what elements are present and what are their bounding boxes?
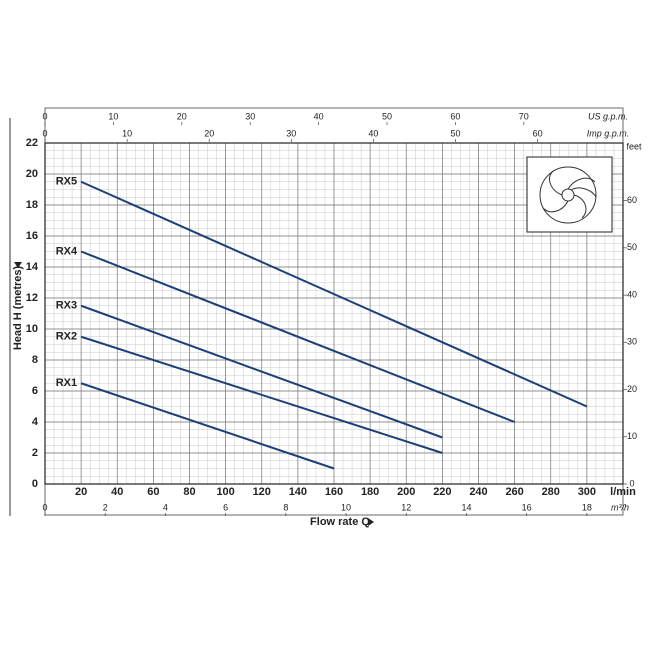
secondary-tick-label: 60	[450, 111, 460, 121]
x-tick-label: 20	[75, 486, 87, 498]
secondary-tick-label: 40	[314, 111, 324, 121]
series-label: RX3	[56, 300, 77, 312]
secondary-axis-label: feet	[626, 141, 642, 151]
secondary-axis-label: m³/h	[611, 502, 629, 512]
y-tick-label: 0	[32, 478, 38, 490]
secondary-tick-label: 8	[283, 502, 288, 512]
secondary-tick-label: 50	[627, 242, 637, 252]
secondary-tick-label: 30	[245, 111, 255, 121]
secondary-tick-label: 50	[382, 111, 392, 121]
secondary-tick-label: 20	[627, 384, 637, 394]
x-tick-label: 220	[433, 486, 451, 498]
series-line	[80, 180, 588, 408]
secondary-tick-label: 0	[629, 478, 634, 488]
secondary-tick-label: 40	[627, 289, 637, 299]
x-tick-label: 280	[542, 486, 560, 498]
plot-frame	[44, 142, 624, 485]
secondary-tick-label: 16	[522, 502, 532, 512]
x-tick-label: 240	[469, 486, 487, 498]
x-tick-label: 180	[361, 486, 379, 498]
secondary-tick-label: 10	[341, 502, 351, 512]
secondary-tick-label: 50	[451, 128, 461, 138]
x-tick-label: 80	[183, 486, 195, 498]
series-label: RX2	[56, 331, 77, 343]
secondary-tick-label: 30	[286, 128, 296, 138]
secondary-tick-label: 70	[519, 111, 529, 121]
x-arrow	[368, 518, 374, 526]
x-tick-label: 60	[147, 486, 159, 498]
y-tick-label: 18	[26, 199, 38, 211]
y-tick-label: 10	[26, 323, 38, 335]
series-label: RX5	[56, 176, 77, 188]
x-tick-label: 260	[505, 486, 523, 498]
x-tick-label: 40	[111, 486, 123, 498]
x-axis-label: Flow rate Q	[310, 516, 370, 528]
secondary-tick-label: 0	[42, 111, 47, 121]
y-tick-label: 8	[32, 354, 38, 366]
secondary-tick-label: 18	[582, 502, 592, 512]
x-tick-label: 200	[397, 486, 415, 498]
secondary-tick-label: 0	[42, 502, 47, 512]
secondary-tick-label: 12	[401, 502, 411, 512]
y-tick-label: 14	[26, 261, 39, 273]
y-tick-label: 22	[26, 137, 38, 149]
secondary-tick-label: 0	[42, 128, 47, 138]
secondary-tick-label: 40	[368, 128, 378, 138]
series-line	[80, 304, 443, 439]
y-tick-label: 6	[32, 385, 38, 397]
secondary-tick-label: 10	[108, 111, 118, 121]
secondary-tick-label: 60	[533, 128, 543, 138]
secondary-tick-label: 10	[627, 431, 637, 441]
secondary-tick-label: 6	[223, 502, 228, 512]
secondary-tick-label: 60	[627, 195, 637, 205]
secondary-tick-label: 20	[204, 128, 214, 138]
y-arrow	[14, 262, 22, 268]
secondary-tick-label: 30	[627, 337, 637, 347]
x-tick-label: 120	[253, 486, 271, 498]
y-tick-label: 2	[32, 447, 38, 459]
x-tick-label: 140	[289, 486, 307, 498]
impeller-icon	[526, 156, 613, 233]
series-label: RX4	[56, 245, 78, 257]
y-tick-label: 16	[26, 230, 38, 242]
y-tick-label: 12	[26, 292, 38, 304]
secondary-tick-label: 2	[103, 502, 108, 512]
y-axis-label: Head H (metres)	[12, 265, 24, 350]
series-label: RX1	[56, 377, 77, 389]
series-line	[80, 250, 515, 423]
secondary-axis-label: US g.p.m.	[588, 111, 628, 121]
x-tick-label: 300	[578, 486, 596, 498]
x-tick-label: 100	[216, 486, 234, 498]
y-tick-label: 4	[32, 416, 39, 428]
series-line	[80, 335, 443, 454]
secondary-axis-label: Imp g.p.m.	[587, 128, 630, 138]
series-line	[80, 382, 335, 470]
x-tick-label: 160	[325, 486, 343, 498]
secondary-tick-label: 14	[461, 502, 471, 512]
y-tick-label: 20	[26, 168, 38, 180]
secondary-tick-label: 10	[122, 128, 132, 138]
secondary-tick-label: 20	[177, 111, 187, 121]
secondary-tick-label: 4	[163, 502, 168, 512]
x-unit: l/min	[610, 486, 636, 498]
